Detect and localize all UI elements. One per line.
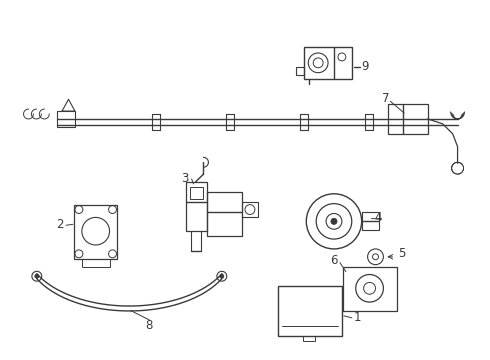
Bar bbox=[82, 259, 110, 267]
Bar bbox=[343, 267, 397, 311]
Bar bbox=[57, 111, 75, 127]
Bar bbox=[389, 104, 428, 134]
Text: 8: 8 bbox=[146, 319, 153, 332]
Bar bbox=[304, 47, 352, 78]
Text: 7: 7 bbox=[382, 92, 390, 105]
Text: 9: 9 bbox=[362, 60, 369, 73]
Bar bbox=[74, 204, 118, 259]
Bar bbox=[242, 202, 258, 217]
Bar bbox=[190, 187, 203, 199]
Text: 4: 4 bbox=[374, 211, 382, 224]
Text: 1: 1 bbox=[354, 311, 361, 324]
Text: 6: 6 bbox=[330, 254, 338, 267]
Text: 5: 5 bbox=[398, 247, 406, 260]
Bar bbox=[362, 212, 379, 230]
Bar bbox=[296, 67, 304, 75]
Circle shape bbox=[331, 219, 337, 224]
Bar bbox=[303, 336, 315, 342]
Circle shape bbox=[35, 274, 39, 278]
Bar bbox=[186, 182, 207, 231]
Bar bbox=[278, 286, 342, 336]
Text: 2: 2 bbox=[56, 218, 64, 231]
Text: 3: 3 bbox=[181, 171, 189, 185]
Bar bbox=[207, 192, 242, 236]
Circle shape bbox=[220, 274, 224, 278]
